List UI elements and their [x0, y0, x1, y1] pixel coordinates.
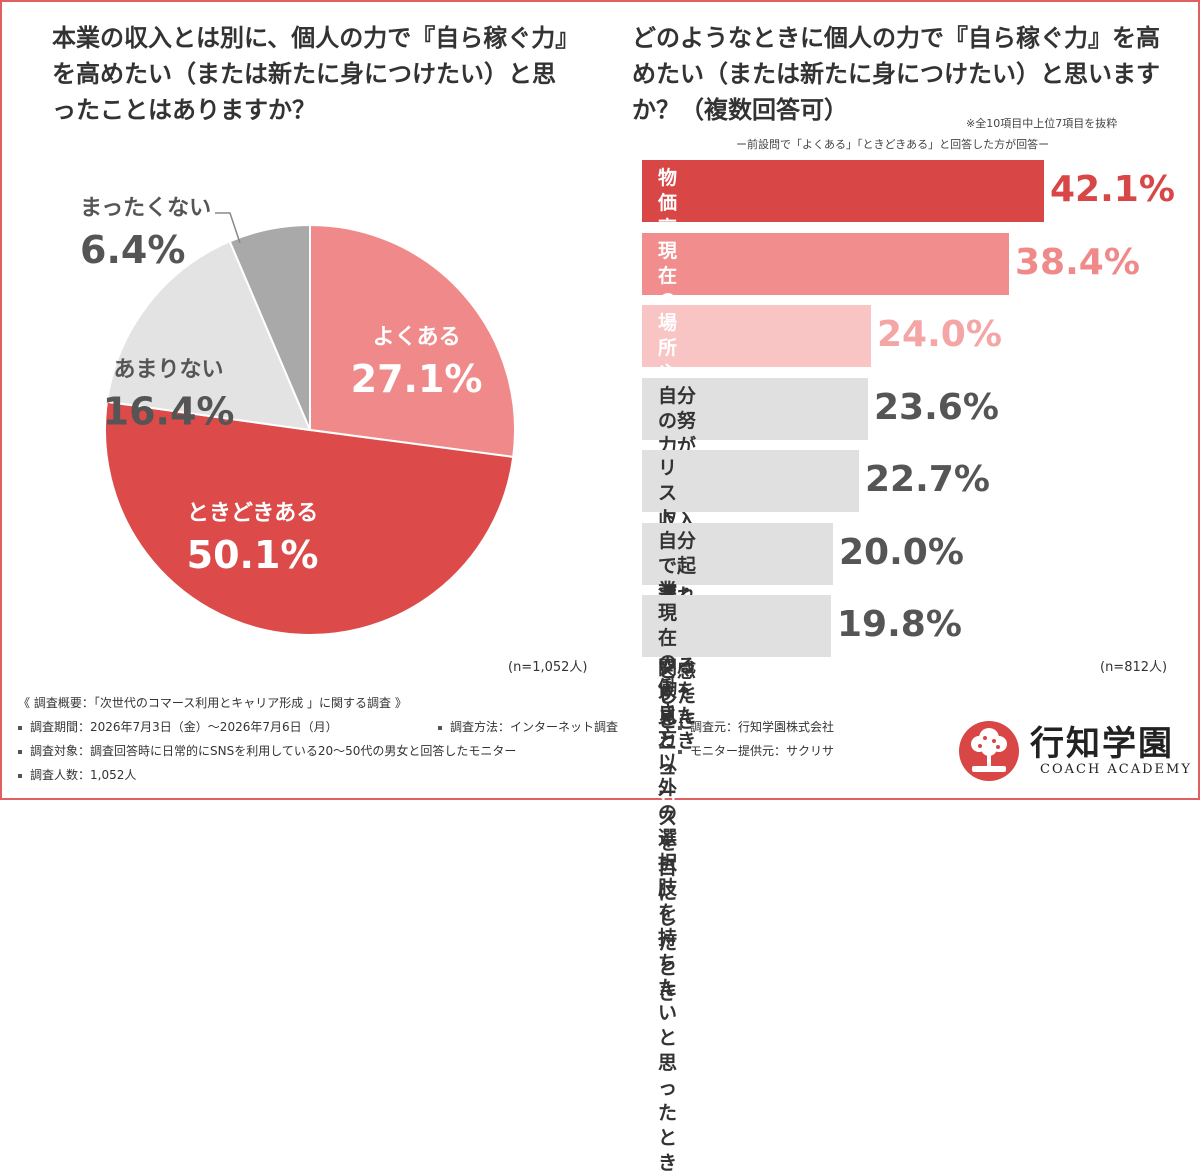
survey-organizer-text: 調査元：行知学園株式会社 [690, 720, 835, 734]
pie-slice-label: よくある [373, 325, 461, 350]
survey-heading: 《 調査概要：「次世代のコマース利用とキャリア形成 」に関する調査 》 [18, 696, 407, 710]
bar-value-label: 23.6% [874, 386, 999, 428]
pie-slice [228, 223, 311, 431]
pie-slice-value: 16.4% [103, 390, 235, 434]
tree-logo-icon [959, 721, 1019, 781]
bar-value-label: 19.8% [837, 604, 962, 645]
pie-slice-value: 6.4% [80, 228, 185, 272]
pie-slice [105, 240, 312, 432]
pie-leader-line [215, 212, 241, 244]
survey-method: 調査方法：インターネット調査 [438, 718, 618, 736]
right-question-title: どのようなときに個人の力で『自ら稼ぐ力』を高めたい（または新たに身につけたい）と… [632, 24, 1160, 124]
survey-organizer: 調査元：行知学園株式会社 [678, 718, 834, 736]
bar [642, 377, 868, 440]
bar-label: 現在の働き方以外の選択肢 を持ちたいと思ったとき [658, 602, 678, 1174]
bar-value-label: 24.0% [877, 314, 1002, 355]
survey-provider-text: モニター提供元：サクリサ [690, 744, 835, 758]
survey-method-text: 調査方法：インターネット調査 [450, 720, 619, 734]
bar [642, 232, 1009, 295]
pie-slice-label: ときどきある [187, 501, 318, 526]
bar-value-label: 42.1% [1050, 169, 1175, 210]
logo-subtitle: COACH ACADEMY [1040, 762, 1192, 777]
bar-chart: 物価高や収入減少など、経済的な 不安を煽るニュースを目にしたとき42.1%現在の… [642, 160, 1182, 1174]
right-note-top7: ※全10項目中上位7項目を抜粋 [966, 117, 1118, 130]
pie-slice [104, 400, 515, 636]
image-frame [0, 0, 1200, 800]
bar [642, 595, 831, 657]
right-sample-size: (n=812人) [1100, 660, 1168, 675]
bar [642, 522, 833, 585]
left-question-title: 本業の収入とは別に、個人の力で『自ら稼ぐ力』を高めたい（または新たに身につけたい… [52, 24, 568, 124]
left-sample-size: (n=1,052人) [508, 660, 588, 675]
bar-value-label: 38.4% [1015, 241, 1140, 283]
survey-count-text: 調査人数：1,052人 [30, 768, 137, 782]
survey-target: 調査対象：調査回答時に日常的にSNSを利用している20〜50代の男女と回答したモ… [18, 742, 516, 760]
bar-value-label: 22.7% [865, 459, 990, 500]
pie-slice-label: まったくない [80, 196, 211, 221]
survey-period: 調査期間：2026年7月3日（金）〜2026年7月6日（月） [18, 718, 338, 736]
bar [642, 305, 871, 367]
pie-slice [309, 223, 516, 459]
survey-period-text: 調査期間：2026年7月3日（金）〜2026年7月6日（月） [30, 720, 338, 734]
bar-value-label: 20.0% [839, 531, 964, 573]
bar [642, 450, 859, 512]
survey-target-text: 調査対象：調査回答時に日常的にSNSを利用している20〜50代の男女と回答したモ… [30, 744, 517, 758]
right-note-respondents: ー前設問で「よくある」「ときどきある」と回答した方が回答ー [736, 138, 1050, 151]
survey-count: 調査人数：1,052人 [18, 766, 136, 784]
bar [642, 160, 1044, 222]
pie-chart: よくある 27.1% ときどきある 50.1% あまりない 16.4% まったくない 6.4% [80, 196, 516, 636]
pie-slice-label: あまりない [114, 358, 224, 383]
pie-slice-value: 50.1% [187, 533, 319, 577]
survey-provider: モニター提供元：サクリサ [678, 742, 834, 760]
pie-slice-value: 27.1% [351, 357, 483, 401]
logo-name: 行知学園 [1030, 724, 1174, 764]
